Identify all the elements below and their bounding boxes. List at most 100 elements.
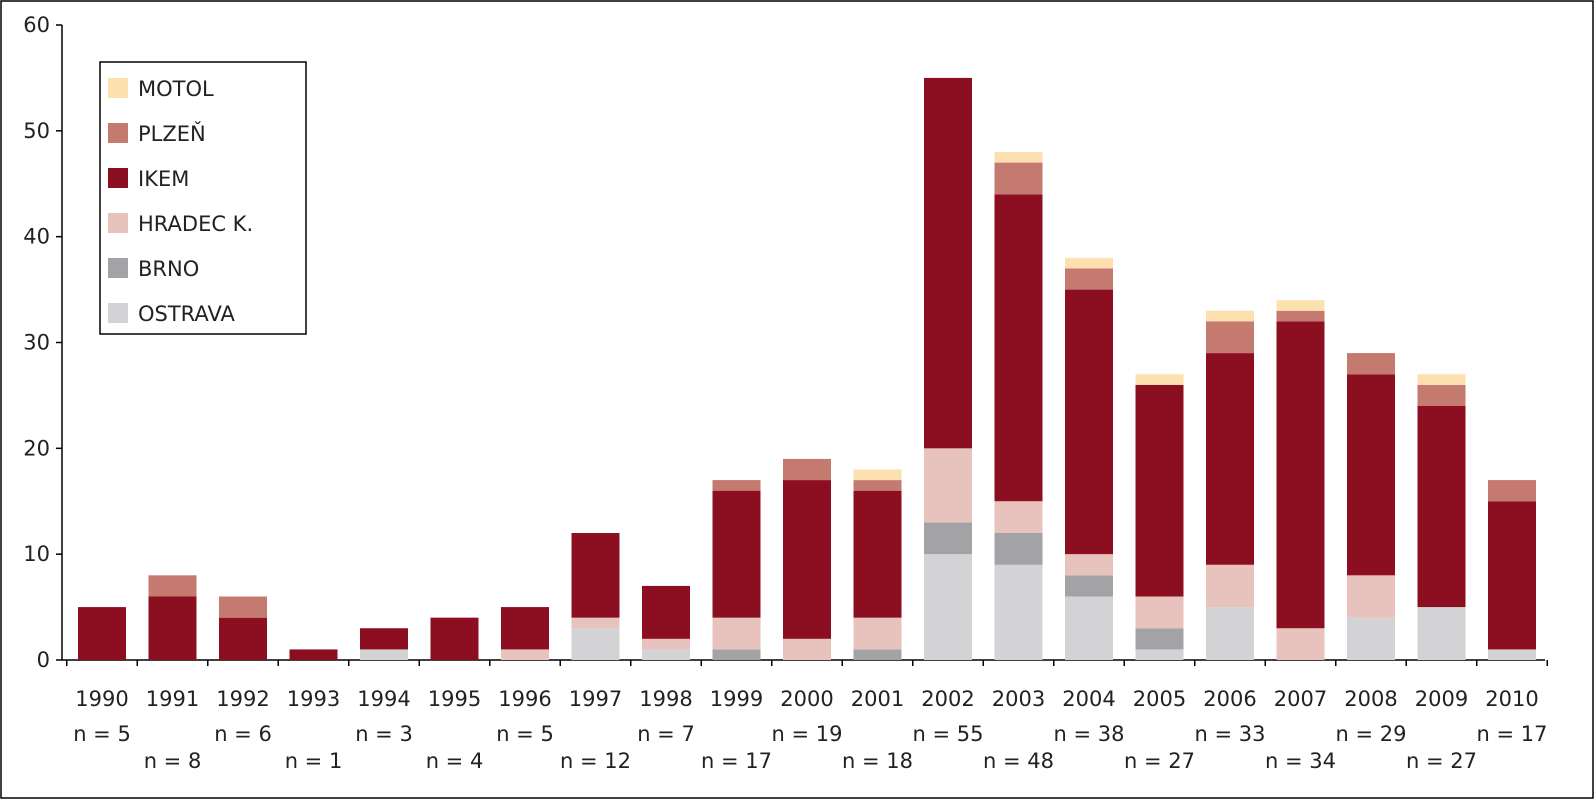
- bar-segment-ikem: [1206, 353, 1254, 565]
- x-n-label: n = 19: [772, 722, 843, 746]
- x-category-label: 2003: [992, 687, 1045, 711]
- legend-label: IKEM: [138, 167, 189, 191]
- y-tick-label: 20: [23, 436, 50, 460]
- bar-segment-hradec-k-: [1347, 575, 1395, 618]
- x-category-label: 2002: [921, 687, 974, 711]
- x-n-label: n = 17: [701, 749, 772, 773]
- bar-segment-motol: [1417, 374, 1466, 385]
- x-n-label: n = 4: [426, 749, 484, 773]
- bar-segment-brno: [712, 649, 761, 660]
- y-tick-label: 40: [23, 225, 50, 249]
- x-category-label: 2005: [1133, 687, 1186, 711]
- x-category-label: 1992: [216, 687, 269, 711]
- legend-swatch: [108, 258, 128, 278]
- bar-segment-brno: [853, 649, 902, 660]
- bar-segment-brno: [1065, 575, 1113, 597]
- bar-segment-ikem: [501, 607, 549, 650]
- x-category-label: 1990: [75, 687, 128, 711]
- x-n-label: n = 5: [73, 722, 131, 746]
- bar-segment-hradec-k-: [1065, 554, 1113, 576]
- bar-segment-ostrava: [1347, 617, 1395, 660]
- bar-segment-ikem: [219, 617, 267, 660]
- bar-segment-ikem: [924, 77, 972, 449]
- x-category-label: 2000: [780, 687, 833, 711]
- legend-label: BRNO: [138, 257, 199, 281]
- x-n-label: n = 8: [144, 749, 202, 773]
- x-category-label: 2006: [1203, 687, 1256, 711]
- bar-segment-ikem: [783, 480, 831, 639]
- x-n-label: n = 27: [1124, 749, 1195, 773]
- x-category-label: 1994: [357, 687, 410, 711]
- x-n-label: n = 38: [1054, 722, 1125, 746]
- bar-segment-plzeň: [1276, 310, 1325, 322]
- bar-segment-hradec-k-: [1135, 596, 1184, 629]
- bars: [78, 77, 1536, 660]
- bar-segment-plzeň: [1488, 480, 1536, 502]
- bar-segment-ikem: [1417, 406, 1466, 608]
- bar-segment-ikem: [430, 617, 479, 660]
- x-category-label: 2007: [1274, 687, 1327, 711]
- x-category-label: 1996: [498, 687, 551, 711]
- bar-segment-ikem: [289, 649, 338, 660]
- legend-label: PLZEŇ: [138, 121, 206, 146]
- x-n-label: n = 29: [1336, 722, 1407, 746]
- bar-segment-ikem: [1135, 384, 1184, 597]
- y-tick-label: 60: [23, 13, 50, 37]
- bar-segment-motol: [1065, 257, 1113, 269]
- bar-segment-hradec-k-: [783, 638, 831, 660]
- bar-segment-plzeň: [1417, 384, 1466, 406]
- bar-segment-hradec-k-: [712, 617, 761, 650]
- legend: MOTOL PLZEŇ IKEM HRADEC K. BRNO OSTRAVA: [99, 61, 307, 335]
- bar-segment-ostrava: [924, 554, 972, 660]
- bar-segment-ikem: [1065, 289, 1113, 555]
- bar-segment-hradec-k-: [501, 649, 549, 660]
- x-category-label: 2009: [1415, 687, 1468, 711]
- bar-segment-hradec-k-: [853, 617, 902, 650]
- bar-segment-plzeň: [148, 575, 197, 597]
- x-category-label: 1999: [710, 687, 763, 711]
- x-n-label: n = 33: [1195, 722, 1266, 746]
- x-category-label: 1997: [569, 687, 622, 711]
- legend-swatch: [108, 78, 128, 98]
- bar-segment-plzeň: [994, 162, 1043, 195]
- x-n-label: n = 12: [560, 749, 631, 773]
- x-n-label: n = 3: [355, 722, 413, 746]
- x-n-label: n = 6: [214, 722, 272, 746]
- bar-segment-hradec-k-: [1206, 564, 1254, 608]
- y-tick-label: 10: [23, 542, 50, 566]
- x-category-label: 2004: [1062, 687, 1115, 711]
- legend-label: HRADEC K.: [138, 212, 253, 236]
- x-category-label: 2008: [1344, 687, 1397, 711]
- bar-segment-plzeň: [783, 458, 831, 481]
- bar-segment-ostrava: [994, 564, 1043, 660]
- y-tick-label: 50: [23, 119, 50, 143]
- bar-segment-hradec-k-: [1276, 628, 1325, 660]
- bar-segment-motol: [994, 152, 1043, 163]
- bar-segment-hradec-k-: [924, 448, 972, 523]
- bar-segment-motol: [1206, 310, 1254, 322]
- legend-swatch: [108, 213, 128, 233]
- x-n-label: n = 18: [842, 749, 913, 773]
- x-category-label: 1993: [287, 687, 340, 711]
- bar-segment-ostrava: [1206, 607, 1254, 660]
- bar-segment-hradec-k-: [994, 501, 1043, 533]
- y-tick-label: 30: [23, 331, 50, 355]
- bar-segment-motol: [853, 469, 902, 481]
- bar-segment-brno: [994, 533, 1043, 565]
- legend-swatch: [108, 123, 128, 143]
- bar-segment-motol: [1135, 374, 1184, 385]
- bar-segment-ikem: [1347, 374, 1395, 576]
- bar-segment-ikem: [853, 490, 902, 618]
- bar-segment-ikem: [994, 194, 1043, 502]
- y-tick-label: 0: [37, 648, 50, 672]
- x-n-label: n = 55: [913, 722, 984, 746]
- x-axis-labels: 1990 n = 5 1991 n = 8 1992 n = 6 1993 n = 1 1994…: [73, 687, 1547, 773]
- legend-swatch: [108, 303, 128, 323]
- bar-segment-ikem: [712, 490, 761, 618]
- bar-segment-hradec-k-: [571, 617, 620, 629]
- x-category-label: 1991: [146, 687, 199, 711]
- bar-segment-brno: [924, 522, 972, 555]
- legend-label: OSTRAVA: [138, 302, 235, 326]
- bar-segment-brno: [1135, 628, 1184, 650]
